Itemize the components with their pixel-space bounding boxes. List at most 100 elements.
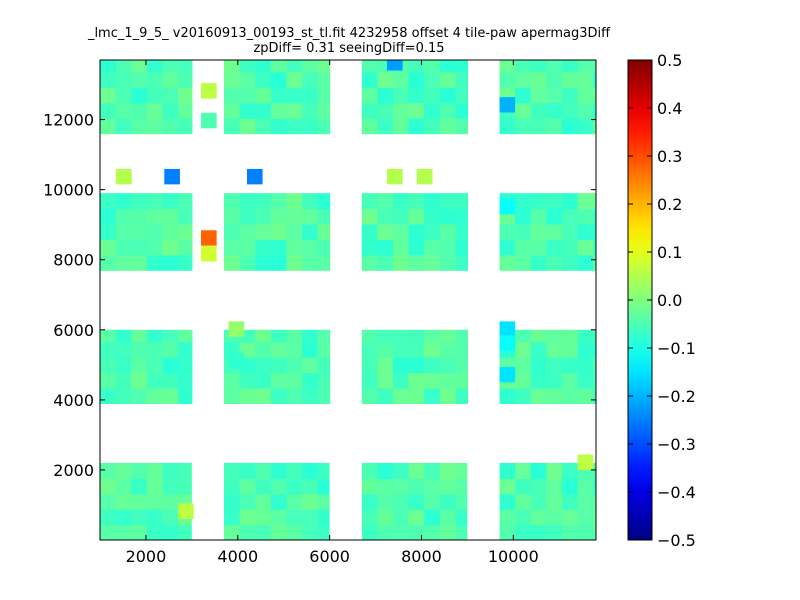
heatmap-cell xyxy=(499,524,516,540)
heatmap-cell xyxy=(361,387,378,404)
heatmap-cell xyxy=(302,493,319,510)
heatmap-cell xyxy=(146,357,164,374)
heatmap-cell xyxy=(439,118,457,135)
heatmap-cell xyxy=(593,223,596,240)
heatmap-cell xyxy=(178,462,193,479)
heatmap-cell xyxy=(408,462,425,479)
heatmap-cell xyxy=(270,387,288,404)
heatmap-cell xyxy=(146,341,164,358)
heatmap-cell xyxy=(439,193,457,210)
heatmap-cell xyxy=(499,387,516,404)
detector-block xyxy=(100,60,193,135)
heatmap-cell xyxy=(439,387,457,404)
heatmap-cell xyxy=(115,524,132,540)
heatmap-cell xyxy=(270,357,288,374)
heatmap-cell xyxy=(131,524,148,540)
heatmap-cell xyxy=(546,372,563,389)
heatmap-cell xyxy=(317,87,331,104)
heatmap-cell xyxy=(100,329,117,343)
heatmap-cell xyxy=(499,71,516,88)
heatmap-cell xyxy=(377,341,394,358)
heatmap-cell xyxy=(424,524,441,540)
heatmap-cell xyxy=(546,71,563,88)
heatmap-cell xyxy=(499,493,516,510)
heatmap-cell xyxy=(424,341,441,358)
heatmap-cell xyxy=(270,493,288,510)
heatmap-cell xyxy=(286,102,303,119)
heatmap-cell xyxy=(439,60,457,73)
heatmap-cell xyxy=(546,118,563,135)
heatmap-cell xyxy=(530,478,547,495)
heatmap-cell xyxy=(239,493,256,510)
outlier-cell xyxy=(201,246,217,262)
heatmap-cell xyxy=(577,60,594,73)
heatmap-cell xyxy=(131,193,148,210)
heatmap-cell xyxy=(178,223,193,240)
heatmap-cell xyxy=(100,102,117,119)
outlier-cell xyxy=(164,168,180,185)
heatmap-cell xyxy=(317,118,331,135)
heatmap-cell xyxy=(562,387,579,404)
heatmap-cell xyxy=(577,208,594,225)
heatmap-cell xyxy=(224,372,241,389)
heatmap-cell xyxy=(377,118,394,135)
heatmap-cell xyxy=(424,462,441,479)
heatmap-cell xyxy=(424,254,441,271)
heatmap-cell xyxy=(286,71,303,88)
heatmap-cell xyxy=(530,509,547,526)
heatmap-cell xyxy=(393,193,410,210)
heatmap-cell xyxy=(455,239,469,256)
heatmap-cell xyxy=(270,60,288,73)
heatmap-cell xyxy=(178,329,193,343)
heatmap-cell xyxy=(546,357,563,374)
heatmap-cell xyxy=(408,357,425,374)
heatmap-cell xyxy=(577,102,594,119)
heatmap-cell xyxy=(377,254,394,271)
heatmap-cell xyxy=(377,223,394,240)
heatmap-cell xyxy=(162,478,179,495)
heatmap-cell xyxy=(131,254,148,271)
heatmap-cell xyxy=(577,193,594,210)
heatmap-cell xyxy=(317,71,331,88)
heatmap-cell xyxy=(100,223,117,240)
heatmap-cell xyxy=(593,493,596,510)
y-tick-label: 10000 xyxy=(43,181,94,200)
heatmap-cell xyxy=(100,87,117,104)
heatmap-cell xyxy=(515,118,532,135)
heatmap-cell xyxy=(239,372,256,389)
heatmap-cell xyxy=(439,102,457,119)
heatmap-cell xyxy=(562,524,579,540)
heatmap-cell xyxy=(302,357,319,374)
heatmap-cell xyxy=(515,208,532,225)
heatmap-cell xyxy=(546,462,563,479)
outlier-cell xyxy=(246,168,263,185)
heatmap-cell xyxy=(499,478,516,495)
heatmap-cell xyxy=(131,71,148,88)
heatmap-cell xyxy=(408,524,425,540)
colorbar-tick-label: 0.2 xyxy=(657,195,682,214)
heatmap-cell xyxy=(100,357,117,374)
heatmap-cell xyxy=(515,60,532,73)
heatmap-cell xyxy=(499,254,516,271)
heatmap-cell xyxy=(593,462,596,479)
heatmap-cell xyxy=(499,60,516,73)
heatmap-cell xyxy=(546,239,563,256)
heatmap-cell xyxy=(377,509,394,526)
heatmap-cell xyxy=(270,87,288,104)
colorbar-tick-label: −0.5 xyxy=(657,531,696,550)
heatmap-cell xyxy=(255,239,272,256)
heatmap-cell xyxy=(115,87,132,104)
heatmap-cell xyxy=(302,118,319,135)
heatmap-cell xyxy=(439,493,457,510)
heatmap-cell xyxy=(424,387,441,404)
outlier-cell xyxy=(201,112,217,129)
heatmap-cell xyxy=(530,118,547,135)
heatmap-cell xyxy=(146,71,164,88)
heatmap-cell xyxy=(178,102,193,119)
heatmap-cell xyxy=(255,509,272,526)
heatmap-cell xyxy=(361,71,378,88)
heatmap-cell xyxy=(255,118,272,135)
heatmap-cell xyxy=(270,372,288,389)
heatmap-cell xyxy=(317,387,331,404)
heatmap-cell xyxy=(530,193,547,210)
